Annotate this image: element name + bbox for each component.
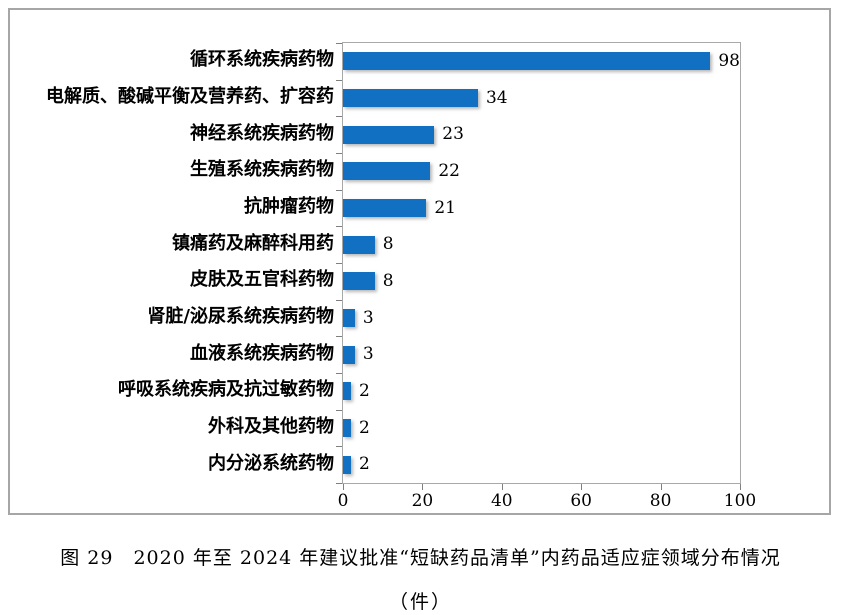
bar-row: 2 [343, 446, 740, 483]
category-row: 生殖系统疾病药物 [20, 152, 334, 189]
x-axis-tick [740, 484, 741, 490]
bar [343, 272, 375, 291]
bar-row: 23 [343, 116, 740, 153]
bar-value-label: 22 [438, 160, 460, 181]
x-axis-tick [581, 484, 583, 490]
category-row: 镇痛药及麻醉科用药 [20, 225, 334, 262]
bar [343, 89, 478, 107]
bar-row: 8 [343, 263, 740, 300]
bar-row: 3 [343, 300, 740, 337]
bar-value-label: 21 [434, 197, 456, 218]
category-label: 皮肤及五官科药物 [190, 269, 334, 291]
category-label: 镇痛药及麻醉科用药 [172, 232, 334, 254]
y-axis-tick [336, 446, 342, 448]
category-label: 外科及其他药物 [208, 416, 334, 438]
category-row: 内分泌系统药物 [20, 445, 334, 482]
bar-value-label: 8 [382, 234, 394, 255]
x-axis-tick [422, 484, 424, 490]
bar [343, 455, 351, 474]
category-label: 神经系统疾病药物 [190, 122, 334, 144]
bar-value-label: 2 [358, 380, 370, 401]
x-axis-tick-label: 0 [337, 491, 349, 511]
category-label: 血液系统疾病药物 [190, 342, 334, 364]
x-axis-tick [343, 484, 344, 490]
y-axis-tick [336, 43, 342, 44]
bar-row: 3 [343, 336, 740, 373]
bar-value-label: 3 [362, 344, 374, 365]
y-axis-tick [336, 373, 342, 374]
bar [343, 162, 431, 181]
bar [343, 419, 351, 438]
x-axis-tick-label: 40 [490, 491, 513, 511]
category-label: 生殖系统疾病药物 [190, 159, 334, 181]
bar [343, 52, 711, 71]
bar-row: 2 [343, 410, 740, 447]
category-label: 内分泌系统药物 [208, 452, 334, 474]
y-axis-tick [336, 116, 342, 118]
bar [343, 199, 427, 218]
bar-rows: 98 34 23 22 21 8 8 3 3 2 2 2 [343, 43, 740, 483]
bar [343, 235, 375, 254]
x-axis-tick [501, 484, 503, 490]
bar-row: 8 [343, 226, 740, 263]
bar-value-label: 98 [718, 50, 740, 71]
category-label: 抗肿瘤药物 [244, 196, 334, 218]
x-axis-tick [660, 484, 662, 490]
x-axis-tick-label: 80 [649, 491, 672, 511]
y-axis-tick [336, 483, 342, 484]
chart-frame: 循环系统疾病药物电解质、酸碱平衡及营养药、扩容药神经系统疾病药物 生殖系统疾病药物… [8, 8, 831, 515]
figure-caption: 图 29 2020 年至 2024 年建议批准“短缺药品清单”内药品适应症领域分… [60, 547, 781, 569]
category-row: 神经系统疾病药物 [20, 115, 334, 152]
y-axis-tick [336, 226, 342, 228]
y-axis-tick [336, 409, 342, 411]
category-label: 呼吸系统疾病及抗过敏药物 [118, 379, 334, 401]
y-axis-tick [336, 189, 342, 191]
category-row: 抗肿瘤药物 [20, 189, 334, 226]
bar [343, 125, 435, 144]
category-row: 皮肤及五官科药物 [20, 262, 334, 299]
bar [343, 309, 355, 328]
bar-value-label: 8 [382, 270, 394, 291]
figure-caption-unit: （件） [388, 591, 452, 613]
y-axis-tick [336, 153, 342, 154]
x-axis-tick-label: 60 [570, 491, 593, 511]
category-row: 电解质、酸碱平衡及营养药、扩容药 [20, 79, 334, 116]
bar-row: 21 [343, 190, 740, 227]
y-axis-tick [336, 336, 342, 338]
category-axis: 循环系统疾病药物电解质、酸碱平衡及营养药、扩容药神经系统疾病药物 生殖系统疾病药物… [20, 42, 334, 482]
plot-area: 98 34 23 22 21 8 8 3 3 2 2 2 0 20 40 60 80 100 [336, 42, 756, 511]
x-axis-tick-label: 100 [723, 491, 757, 511]
category-row: 循环系统疾病药物 [20, 42, 334, 79]
bar-value-label: 23 [442, 124, 464, 145]
bar [343, 345, 355, 364]
category-label: 肾脏/泌尿系统疾病药物 [147, 306, 334, 328]
y-axis-tick [336, 299, 342, 301]
y-axis-tick [336, 263, 342, 264]
bar-value-label: 2 [358, 454, 370, 475]
bar-value-label: 3 [362, 307, 374, 328]
category-row: 血液系统疾病药物 [20, 335, 334, 372]
bar-row: 34 [343, 80, 740, 117]
category-row: 肾脏/泌尿系统疾病药物 [20, 299, 334, 336]
category-label: 循环系统疾病药物 [190, 49, 334, 71]
category-label: 电解质、酸碱平衡及营养药、扩容药 [46, 86, 334, 108]
bar-row: 98 [343, 43, 740, 80]
bar-row: 2 [343, 373, 740, 410]
x-axis-tick-label: 20 [411, 491, 434, 511]
bar-value-label: 2 [358, 417, 370, 438]
category-row: 呼吸系统疾病及抗过敏药物 [20, 372, 334, 409]
bar-row: 22 [343, 153, 740, 190]
bar-value-label: 34 [485, 87, 508, 108]
y-axis-tick [336, 79, 342, 81]
bar [343, 382, 351, 401]
category-row: 外科及其他药物 [20, 409, 334, 446]
